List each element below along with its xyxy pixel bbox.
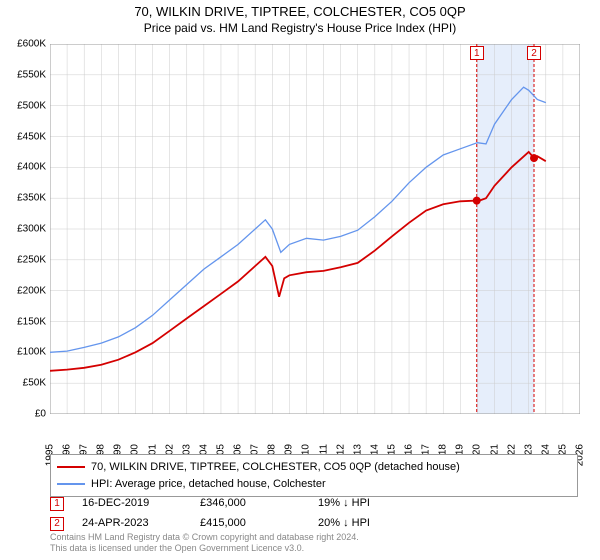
marker-price: £415,000 (200, 514, 300, 534)
chart-marker-badge: 2 (527, 46, 541, 60)
y-tick-label: £400K (17, 162, 46, 173)
footnote-line1: Contains HM Land Registry data © Crown c… (50, 532, 359, 543)
y-axis-labels: £0£50K£100K£150K£200K£250K£300K£350K£400… (0, 44, 48, 414)
marker-table: 1 16-DEC-2019 £346,000 19% ↓ HPI 2 24-APR-202… (50, 494, 578, 534)
footnote-line2: This data is licensed under the Open Gov… (50, 543, 359, 554)
marker-price: £346,000 (200, 494, 300, 514)
y-tick-label: £250K (17, 254, 46, 265)
legend-label: 70, WILKIN DRIVE, TIPTREE, COLCHESTER, C… (91, 459, 460, 476)
y-tick-label: £350K (17, 193, 46, 204)
chart-container: 70, WILKIN DRIVE, TIPTREE, COLCHESTER, C… (0, 0, 600, 560)
y-tick-label: £550K (17, 69, 46, 80)
footnote: Contains HM Land Registry data © Crown c… (50, 532, 359, 554)
marker-row: 1 16-DEC-2019 £346,000 19% ↓ HPI (50, 494, 578, 514)
y-tick-label: £450K (17, 131, 46, 142)
legend-label: HPI: Average price, detached house, Colc… (91, 476, 326, 493)
y-tick-label: £600K (17, 39, 46, 50)
chart-svg (50, 44, 580, 414)
y-tick-label: £200K (17, 285, 46, 296)
marker-row: 2 24-APR-2023 £415,000 20% ↓ HPI (50, 514, 578, 534)
y-tick-label: £500K (17, 100, 46, 111)
chart-marker-badge: 1 (470, 46, 484, 60)
chart-titles: 70, WILKIN DRIVE, TIPTREE, COLCHESTER, C… (0, 0, 600, 36)
x-axis-labels: 1995199619971998199920002001200220032004… (50, 414, 580, 448)
marker-date: 16-DEC-2019 (82, 494, 182, 514)
y-tick-label: £300K (17, 224, 46, 235)
marker-delta: 19% ↓ HPI (318, 494, 418, 514)
marker-date: 24-APR-2023 (82, 514, 182, 534)
y-tick-label: £100K (17, 347, 46, 358)
chart-subtitle: Price paid vs. HM Land Registry's House … (0, 21, 600, 37)
y-tick-label: £0 (35, 409, 46, 420)
y-tick-label: £50K (23, 378, 46, 389)
marker-delta: 20% ↓ HPI (318, 514, 418, 534)
plot-area: 12 (50, 44, 580, 414)
legend-swatch (57, 483, 85, 485)
chart-title: 70, WILKIN DRIVE, TIPTREE, COLCHESTER, C… (0, 4, 600, 21)
marker-badge: 1 (50, 497, 64, 511)
legend-item: HPI: Average price, detached house, Colc… (57, 476, 571, 493)
legend: 70, WILKIN DRIVE, TIPTREE, COLCHESTER, C… (50, 454, 578, 497)
legend-swatch (57, 466, 85, 468)
marker-badge: 2 (50, 517, 64, 531)
y-tick-label: £150K (17, 316, 46, 327)
legend-item: 70, WILKIN DRIVE, TIPTREE, COLCHESTER, C… (57, 459, 571, 476)
